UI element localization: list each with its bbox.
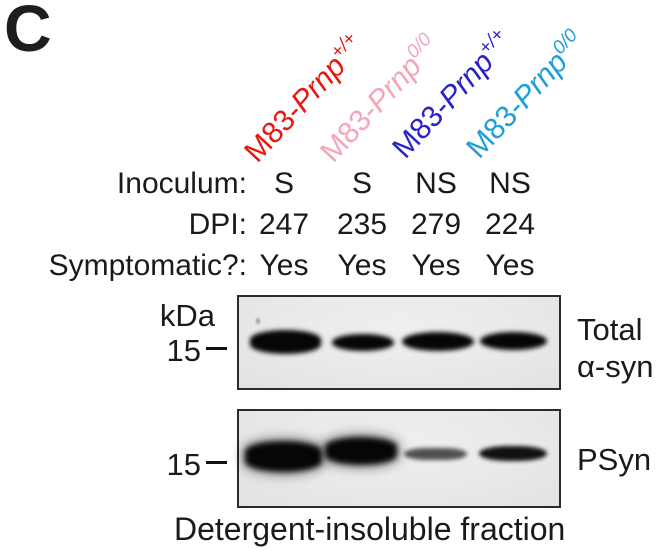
blot-label-line: α-syn: [577, 349, 654, 384]
kda-unit-label: kDa: [159, 298, 215, 333]
table-cell: NS: [415, 167, 457, 200]
blot-band-lane3: [402, 332, 474, 351]
row-label: Inoculum:: [116, 167, 247, 200]
row-label: DPI:: [188, 208, 247, 241]
mw-marker-15-bottom: 15: [166, 447, 201, 482]
table-cell: Yes: [337, 249, 387, 282]
blot-band-lane1: [245, 441, 322, 472]
table-cell: S: [273, 167, 294, 200]
table-cell: Yes: [485, 249, 535, 282]
blot-band-lane2: [332, 334, 394, 351]
table-cell: 224: [484, 208, 536, 241]
table-cell: Yes: [411, 249, 461, 282]
table-cell: 247: [258, 208, 310, 241]
blot-band-lane3: [404, 448, 467, 460]
blot-label-total-asyn: Total α-syn: [577, 311, 654, 385]
blot-label-line: PSyn: [577, 442, 652, 477]
table-cell: S: [351, 167, 372, 200]
blot-label-psyn: PSyn: [577, 441, 651, 478]
table-cell: NS: [489, 167, 531, 200]
blot-band-lane4: [479, 446, 547, 461]
figure-caption: Detergent-insoluble fraction: [174, 511, 566, 547]
mw-tick-bottom: [206, 461, 227, 464]
blot-image-total-asyn: [237, 295, 561, 390]
blot-artifact-speck: [256, 318, 260, 324]
table-cell: Yes: [259, 249, 309, 282]
blot-band-lane2: [325, 437, 397, 465]
panel-letter: C: [4, 0, 52, 65]
row-label: Symptomatic?:: [48, 249, 247, 282]
table-row-dpi: DPI: 247 235 279 224: [0, 208, 665, 242]
table-row-inoculum: Inoculum: S S NS NS: [0, 167, 665, 201]
mw-tick-top: [206, 347, 227, 350]
table-cell: 235: [336, 208, 388, 241]
blot-image-psyn: [237, 409, 561, 508]
table-cell: 279: [410, 208, 462, 241]
blot-band-lane4: [480, 332, 547, 350]
blot-label-line: Total: [577, 312, 643, 347]
mw-marker-15-top: 15: [166, 333, 201, 368]
table-row-symptomatic: Symptomatic?: Yes Yes Yes Yes: [0, 249, 665, 283]
blot-band-lane1: [250, 330, 321, 354]
